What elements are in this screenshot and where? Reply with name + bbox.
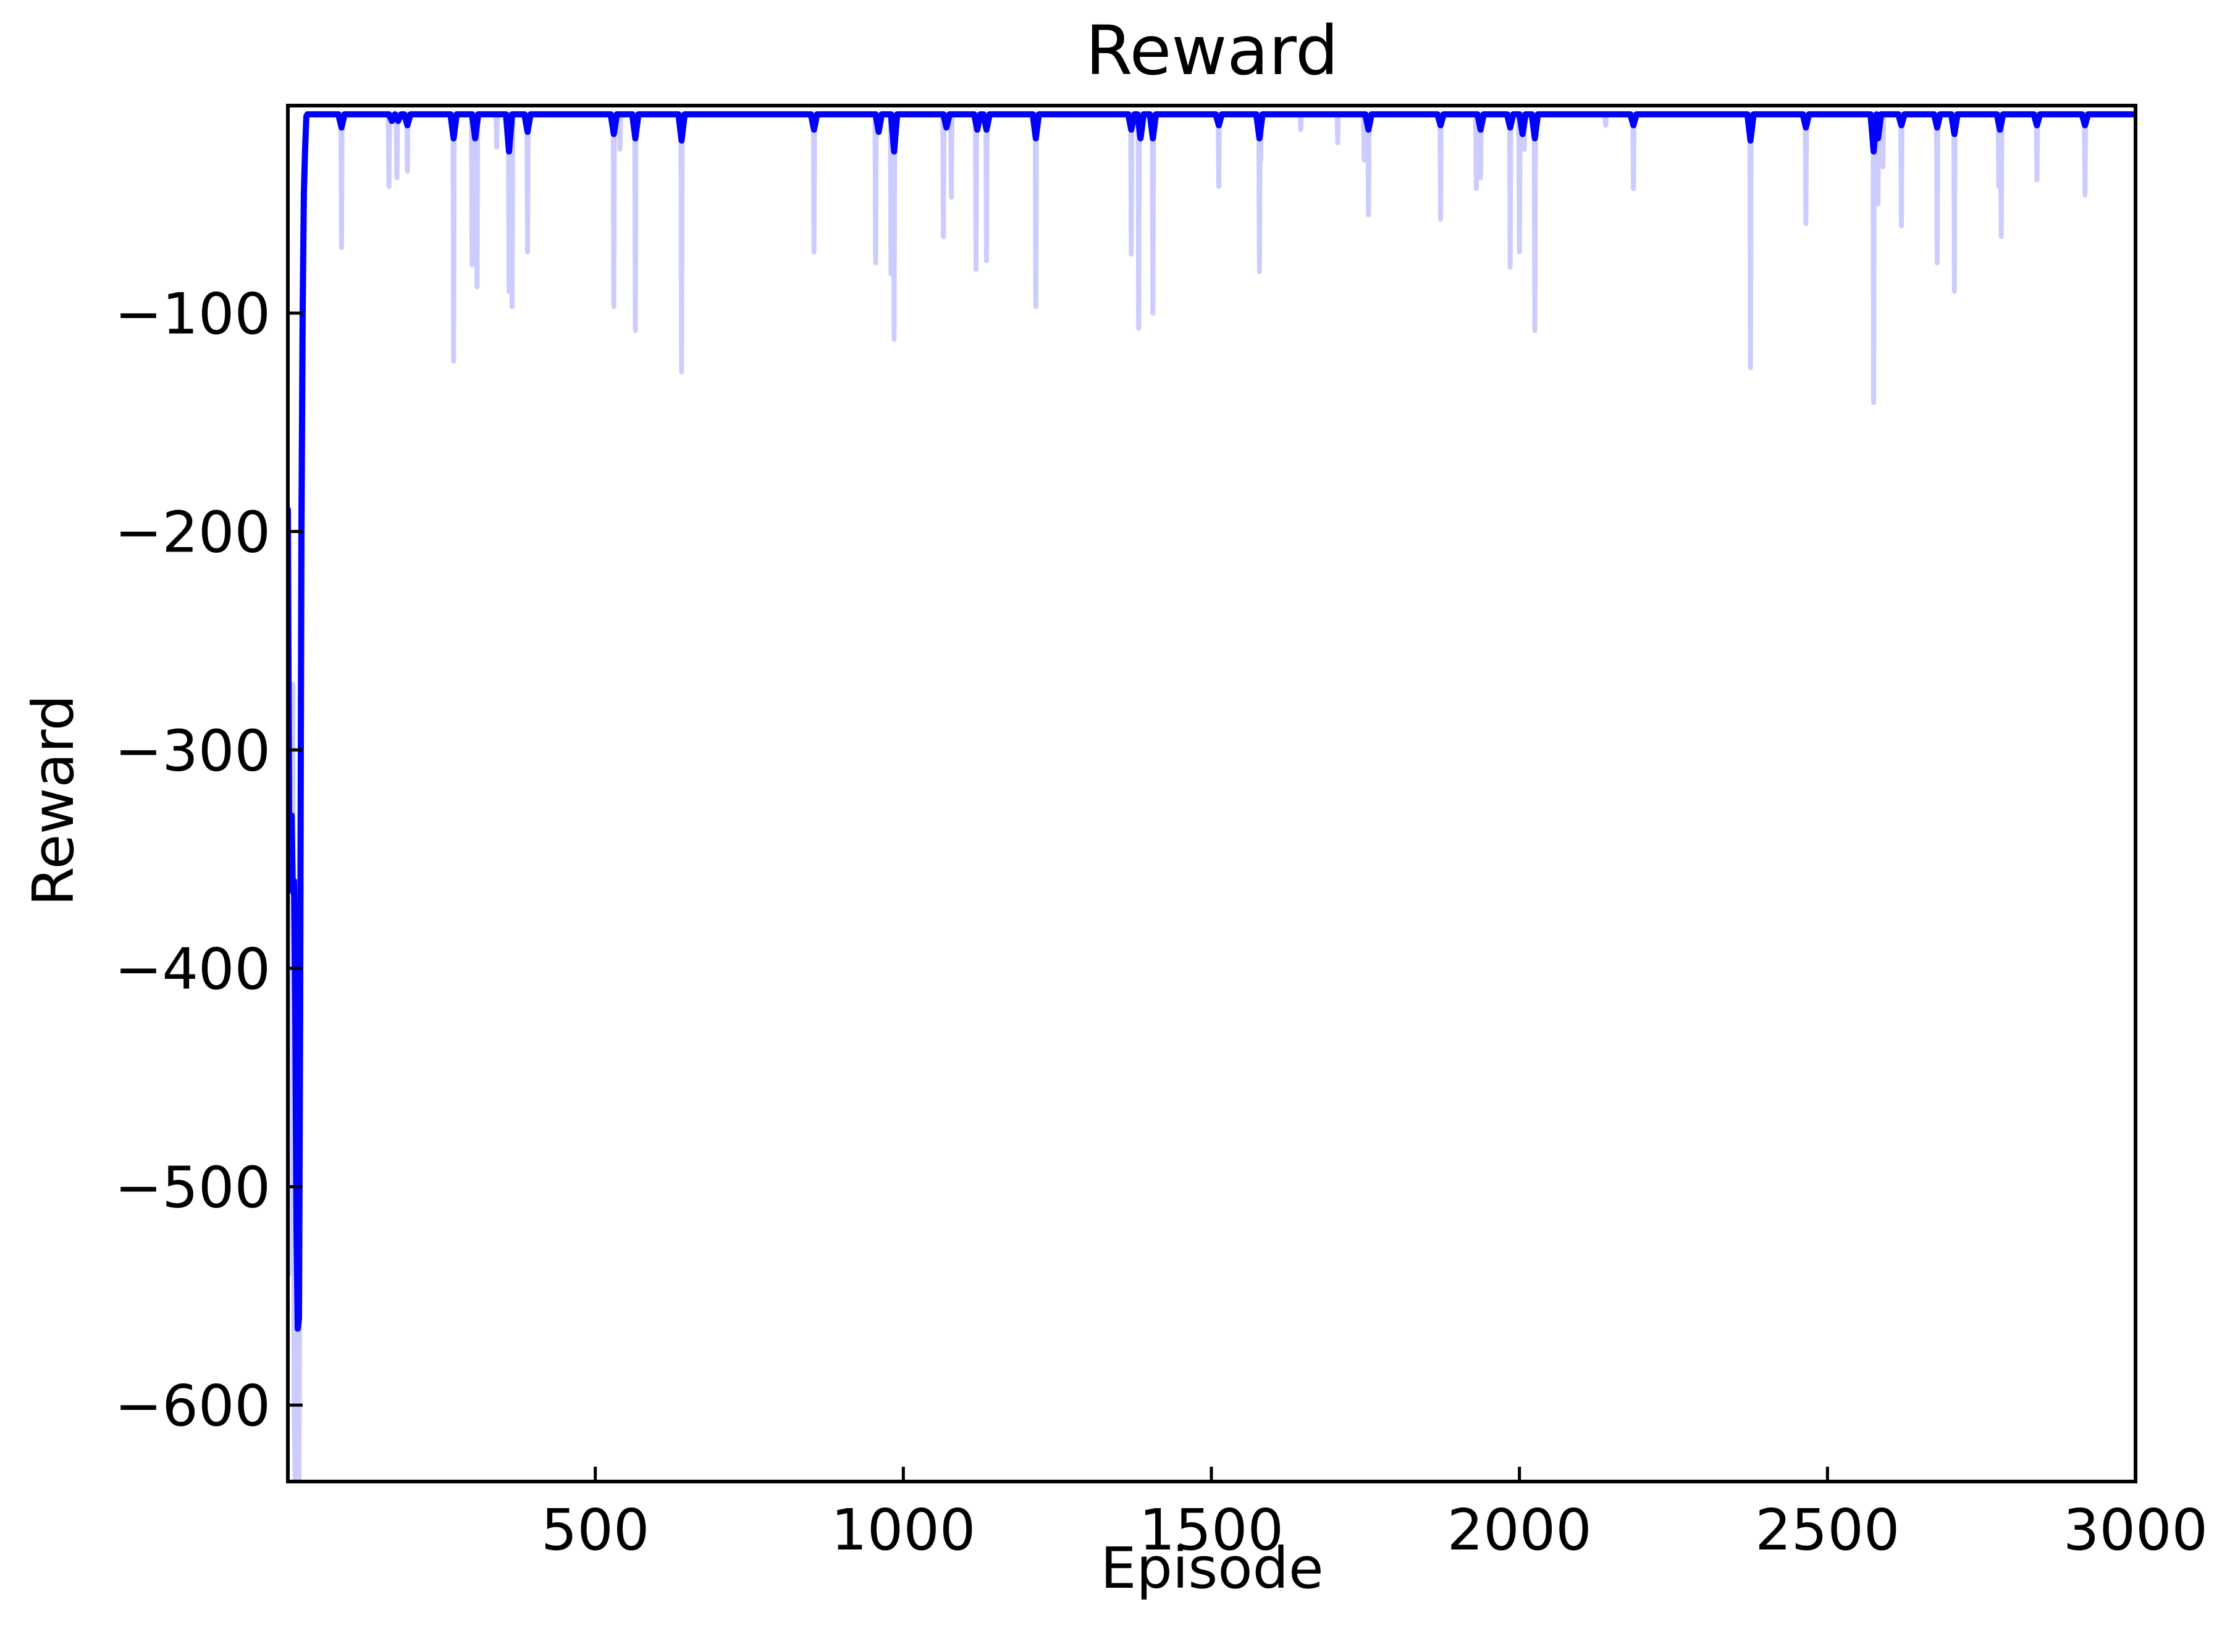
y-tick-label: −200 xyxy=(114,500,271,566)
x-tick-label: 1500 xyxy=(1139,1497,1284,1563)
x-axis-ticks: 500 1000 1500 2000 2500 3000 xyxy=(541,1467,2208,1563)
x-tick-label: 500 xyxy=(541,1497,650,1563)
series-line-smoothed xyxy=(288,111,2136,1332)
x-tick-label: 2500 xyxy=(1755,1497,1900,1563)
series-layer xyxy=(288,111,2136,1482)
chart-title: Reward xyxy=(1085,11,1339,90)
x-axis-title: Episode xyxy=(1100,1535,1323,1601)
plot-area xyxy=(288,111,2136,1482)
y-tick-label: −400 xyxy=(114,936,271,1002)
x-tick-label: 2000 xyxy=(1447,1497,1592,1563)
y-tick-label: −100 xyxy=(114,281,271,347)
x-tick-label: 3000 xyxy=(2063,1497,2208,1563)
y-tick-label: −600 xyxy=(114,1373,271,1439)
y-axis-title: Reward xyxy=(20,695,86,907)
y-tick-label: −500 xyxy=(114,1155,271,1221)
x-tick-label: 1000 xyxy=(831,1497,975,1563)
y-axis-ticks: −100 −200 −300 −400 −500 −600 xyxy=(114,281,303,1439)
y-tick-label: −300 xyxy=(114,718,271,784)
